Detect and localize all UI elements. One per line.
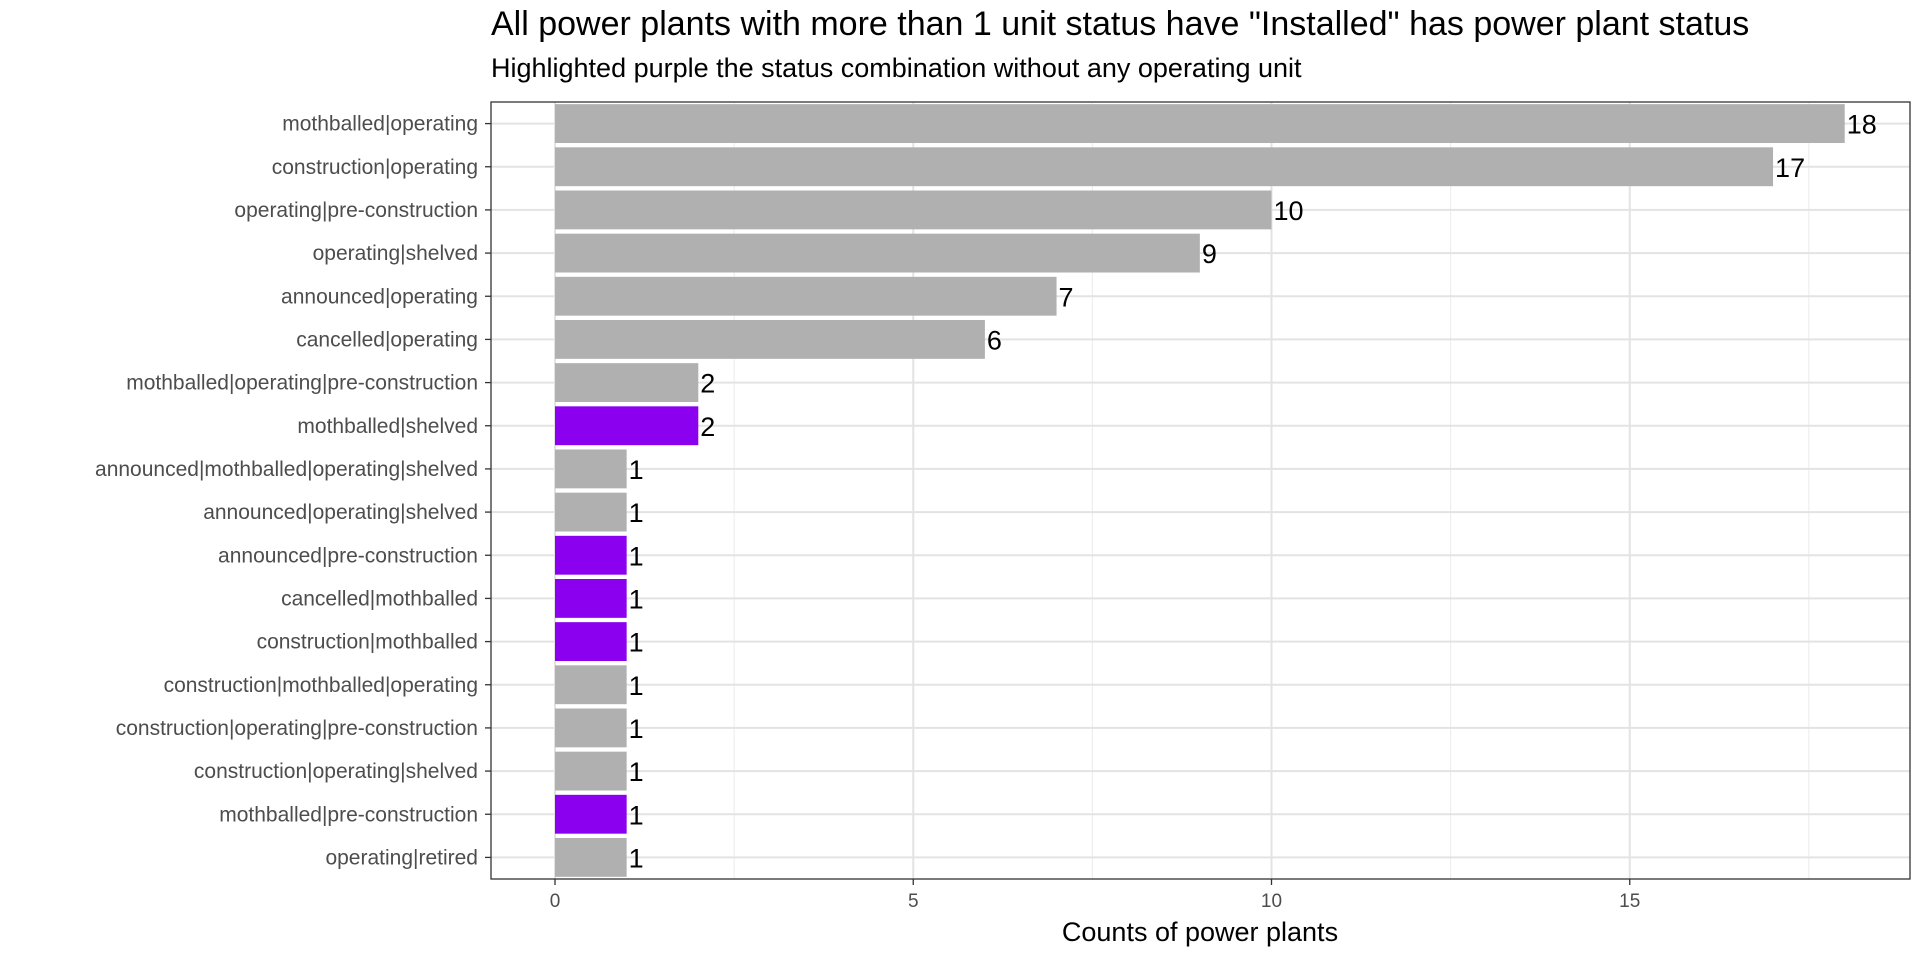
bar	[555, 751, 627, 791]
bar	[555, 837, 627, 877]
y-tick-label: announced|pre-construction	[218, 544, 478, 567]
bar	[555, 622, 627, 662]
y-tick-label: operating|shelved	[313, 242, 478, 265]
data-label: 1	[629, 714, 644, 744]
y-tick-label: cancelled|mothballed	[281, 587, 478, 610]
data-label: 1	[629, 628, 644, 658]
bar	[555, 233, 1200, 273]
y-tick-label: construction|operating	[272, 156, 478, 179]
data-label: 2	[700, 369, 715, 399]
bar	[555, 449, 627, 489]
x-tick-label: 10	[1261, 891, 1282, 912]
panel-border	[490, 101, 1911, 880]
data-label: 1	[629, 455, 644, 485]
data-label: 17	[1775, 153, 1805, 183]
bars	[555, 104, 1845, 877]
bar	[555, 319, 985, 359]
data-label: 1	[629, 843, 644, 873]
data-label: 1	[629, 757, 644, 787]
data-label: 10	[1274, 196, 1304, 226]
y-tick-label: mothballed|operating	[282, 113, 478, 136]
chart-title: All power plants with more than 1 unit s…	[491, 5, 1750, 43]
data-label: 1	[629, 671, 644, 701]
bar	[555, 406, 699, 446]
y-tick-label: construction|operating|shelved	[194, 760, 478, 783]
y-tick-label: announced|mothballed|operating|shelved	[95, 458, 478, 481]
data-label: 1	[629, 800, 644, 830]
y-tick-label: announced|operating	[281, 285, 478, 308]
y-tick-label: operating|pre-construction	[234, 199, 478, 222]
bar	[555, 578, 627, 618]
bar	[555, 147, 1774, 187]
bar	[555, 363, 699, 403]
x-axis-label: Counts of power plants	[1062, 917, 1338, 947]
bar	[555, 492, 627, 532]
y-tick-label: announced|operating|shelved	[203, 501, 478, 524]
bar	[555, 276, 1057, 316]
bar	[555, 190, 1272, 230]
chart-subtitle: Highlighted purple the status combinatio…	[491, 53, 1302, 83]
y-tick-label: mothballed|operating|pre-construction	[126, 372, 478, 395]
y-tick-label: construction|operating|pre-construction	[116, 717, 478, 740]
y-tick-label: cancelled|operating	[296, 328, 478, 351]
x-axis: 0 5 10 15	[550, 879, 1640, 912]
bar	[555, 104, 1845, 144]
data-label: 18	[1847, 110, 1877, 140]
y-tick-label: construction|mothballed	[257, 631, 478, 654]
x-tick-label: 5	[908, 891, 919, 912]
data-label: 1	[629, 498, 644, 528]
data-label: 7	[1059, 282, 1074, 312]
y-tick-label: construction|mothballed|operating	[164, 674, 478, 697]
bar	[555, 794, 627, 834]
y-tick-label: operating|retired	[325, 846, 478, 869]
bar	[555, 708, 627, 748]
y-tick-label: mothballed|shelved	[297, 415, 478, 438]
data-labels: 1 1 1 1 1 1 1 1 1 1 2 2 6 7 9 10 17 18	[629, 110, 1877, 874]
y-tick-label: mothballed|pre-construction	[219, 803, 478, 826]
bar	[555, 665, 627, 705]
x-tick-label: 15	[1619, 891, 1640, 912]
data-label: 9	[1202, 239, 1217, 269]
y-axis: operating|retired mothballed|pre-construc…	[95, 113, 491, 869]
x-tick-label: 0	[550, 891, 561, 912]
bar	[555, 535, 627, 575]
data-label: 1	[629, 541, 644, 571]
data-label: 2	[700, 412, 715, 442]
data-label: 6	[987, 325, 1002, 355]
data-label: 1	[629, 584, 644, 614]
